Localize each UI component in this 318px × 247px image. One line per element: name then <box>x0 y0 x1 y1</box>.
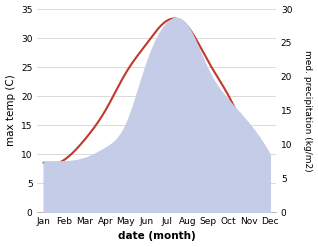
X-axis label: date (month): date (month) <box>118 231 196 242</box>
Y-axis label: max temp (C): max temp (C) <box>5 75 16 146</box>
Y-axis label: med. precipitation (kg/m2): med. precipitation (kg/m2) <box>303 50 313 171</box>
